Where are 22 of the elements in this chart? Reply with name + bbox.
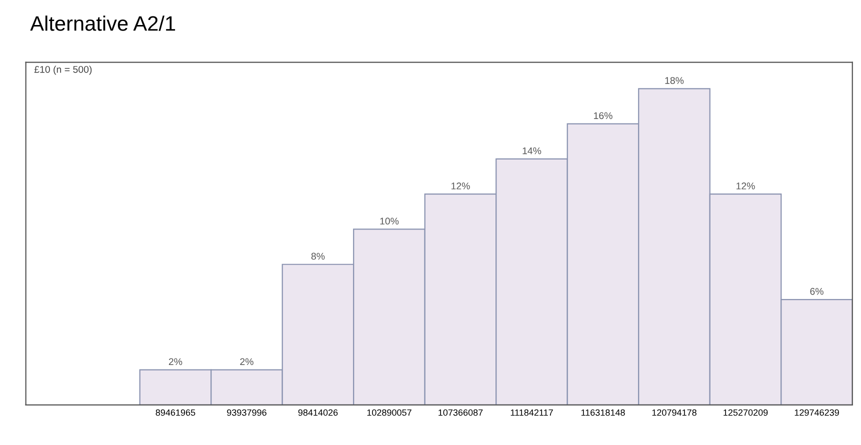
x-tick-label: 107366087 xyxy=(438,409,483,416)
data-label: 6% xyxy=(810,288,824,295)
x-tick-label: 129746239 xyxy=(794,409,839,416)
x-tick-label: 102890057 xyxy=(367,409,412,416)
data-label: 2% xyxy=(240,358,254,366)
x-tick-label: 89461965 xyxy=(156,409,196,416)
data-label: 14% xyxy=(522,147,542,154)
x-tick-label: 125270209 xyxy=(724,409,768,416)
data-label: 16% xyxy=(594,112,612,120)
data-label: 8% xyxy=(311,252,325,260)
x-tick-label: 116318148 xyxy=(581,409,625,416)
data-label: 10% xyxy=(380,218,399,225)
chart-subtitle: £10 (n = 500) xyxy=(34,66,92,75)
x-tick-label: 98414026 xyxy=(298,409,338,416)
data-label: 2% xyxy=(168,358,182,366)
data-label: 18% xyxy=(665,77,684,84)
data-label: 12% xyxy=(452,182,470,190)
x-tick-label: 120794178 xyxy=(652,409,696,416)
chart-title: Alternative A2/1 xyxy=(30,16,176,31)
x-tick-label: 111842117 xyxy=(510,409,553,416)
x-tick-label: 93937996 xyxy=(227,409,266,416)
data-label: 12% xyxy=(736,182,755,190)
